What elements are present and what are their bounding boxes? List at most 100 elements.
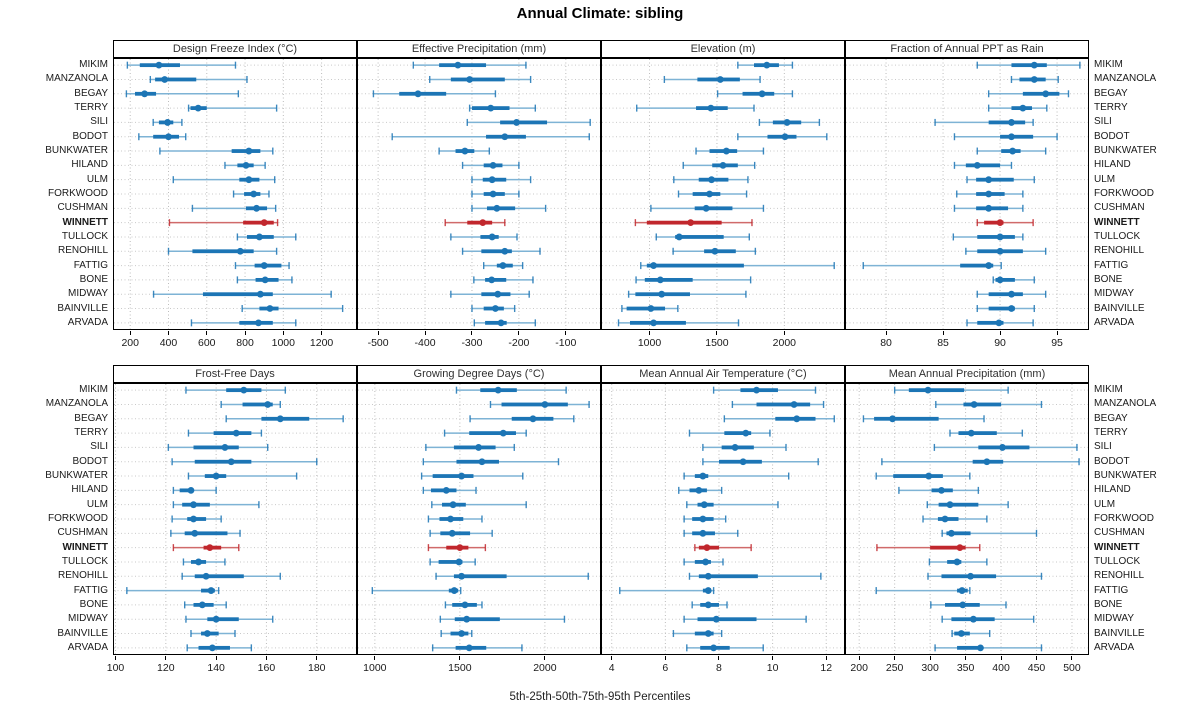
percentile-row-hiland: [422, 486, 477, 494]
percentile-row-midway: [941, 615, 1035, 623]
percentile-row-manzanola: [149, 75, 248, 83]
percentile-row-bodot: [171, 458, 318, 466]
site-label-left: FORKWOOD: [48, 513, 108, 524]
x-axis-tick: [282, 331, 284, 335]
percentile-row-bainville: [621, 305, 679, 313]
x-axis-tick-label: 500: [1063, 662, 1081, 674]
site-label-left: WINNETT: [62, 541, 108, 553]
site-label-right: FORKWOOD: [1094, 513, 1154, 524]
x-axis-tick: [929, 656, 931, 660]
site-label-right: MIDWAY: [1094, 613, 1134, 625]
percentile-row-ulm: [172, 501, 260, 509]
site-label-right: BUNKWATER: [1094, 145, 1157, 157]
x-axis-tick: [459, 656, 461, 660]
panel-plot-effective-precipitation-mm: [357, 58, 601, 330]
percentile-row-bone: [992, 276, 1035, 284]
site-label-right: TULLOCK: [1094, 555, 1141, 567]
percentile-row-hiland: [678, 486, 723, 494]
panel-plot-growing-degree-days-c: [357, 383, 601, 655]
percentile-row-tullock: [655, 233, 750, 241]
percentile-row-mikim: [712, 386, 817, 394]
percentile-row-midway: [185, 615, 274, 623]
x-axis-tick-label: 350: [956, 662, 975, 674]
x-axis-tick: [115, 656, 116, 660]
x-axis-tick-label: -200: [508, 337, 530, 349]
percentile-row-mikim: [976, 61, 1081, 69]
percentile-row-winnett: [634, 219, 753, 227]
site-label-left: CUSHMAN: [57, 527, 108, 539]
panel-strip-design-freeze-index-c: Design Freeze Index (°C): [113, 40, 357, 58]
site-label-left: MIDWAY: [68, 613, 108, 625]
percentile-row-ulm: [686, 501, 779, 509]
percentile-row-terry: [688, 429, 771, 437]
percentile-row-terry: [443, 429, 527, 437]
percentile-row-bodot: [138, 133, 187, 141]
percentile-row-midway: [450, 290, 530, 298]
percentile-row-forkwood: [171, 515, 222, 523]
percentile-row-fattig: [862, 262, 1002, 270]
percentile-row-tullock: [182, 558, 226, 566]
percentile-row-renohill: [167, 247, 278, 255]
x-axis-tick: [565, 331, 567, 335]
percentile-row-begay: [225, 415, 344, 423]
site-label-right: FORKWOOD: [1094, 188, 1154, 199]
site-label-right: BONE: [1094, 598, 1123, 610]
percentile-row-renohill: [688, 572, 822, 580]
percentile-row-tullock: [928, 558, 988, 566]
percentile-row-hiland: [953, 161, 1013, 169]
site-label-left: ARVADA: [67, 316, 108, 328]
percentile-row-cushman: [170, 529, 241, 537]
x-axis-tick-label: 120: [157, 662, 175, 674]
percentile-row-sili: [702, 443, 787, 451]
x-axis-tick-label: 160: [257, 662, 276, 674]
percentile-row-ulm: [926, 501, 1009, 509]
x-axis-tick-label: -300: [461, 337, 483, 349]
site-label-left: TULLOCK: [61, 555, 108, 567]
x-axis-tick: [1056, 331, 1058, 335]
percentile-row-arvada: [617, 319, 740, 327]
percentile-row-bunkwater: [438, 147, 491, 155]
site-label-left: WINNETT: [62, 216, 108, 228]
percentile-row-begay: [469, 415, 575, 423]
site-label-left: HILAND: [71, 484, 108, 496]
site-label-left: RENOHILL: [57, 245, 108, 257]
percentile-row-manzanola: [429, 75, 532, 83]
percentile-row-bone: [635, 276, 752, 284]
percentile-row-winnett: [168, 219, 279, 227]
panel-canvas: [602, 59, 844, 329]
percentile-row-arvada: [190, 319, 297, 327]
percentile-row-forkwood: [471, 190, 520, 198]
x-axis-tick: [424, 331, 426, 335]
x-axis-tick-label: 400: [159, 337, 178, 349]
percentile-row-bainville: [241, 305, 344, 313]
site-label-right: ULM: [1094, 173, 1116, 185]
x-axis-tick: [772, 656, 774, 660]
percentile-row-forkwood: [232, 190, 270, 198]
percentile-row-terry: [187, 429, 263, 437]
percentile-row-bunkwater: [976, 147, 1047, 155]
percentile-row-sili: [466, 118, 591, 126]
x-axis-tick-label: 90: [994, 337, 1006, 349]
x-axis-tick-label: 95: [1051, 337, 1063, 349]
percentile-row-fattig: [875, 587, 971, 595]
x-axis-tick-label: 1500: [705, 337, 729, 349]
percentile-row-bone: [183, 601, 227, 609]
percentile-row-terry: [468, 104, 537, 112]
site-label-right: TERRY: [1094, 102, 1128, 114]
panel-canvas: [114, 384, 356, 654]
site-label-left: TERRY: [74, 427, 108, 439]
site-label-left: FORKWOOD: [48, 188, 108, 199]
x-axis-tick-label: 450: [1027, 662, 1046, 674]
percentile-row-arvada: [934, 644, 1043, 652]
x-axis-tick-label: 800: [236, 337, 254, 349]
percentile-row-mikim: [893, 386, 1009, 394]
percentile-row-hiland: [898, 486, 980, 494]
x-axis-tick-label: 2000: [772, 337, 796, 349]
percentile-row-bodot: [737, 133, 828, 141]
x-axis-tick: [1071, 656, 1073, 660]
x-axis-tick: [649, 331, 651, 335]
percentile-row-bunkwater: [695, 147, 765, 155]
site-label-left: BUNKWATER: [45, 145, 108, 157]
site-label-left: MIDWAY: [68, 288, 108, 300]
percentile-row-winnett: [427, 544, 487, 552]
